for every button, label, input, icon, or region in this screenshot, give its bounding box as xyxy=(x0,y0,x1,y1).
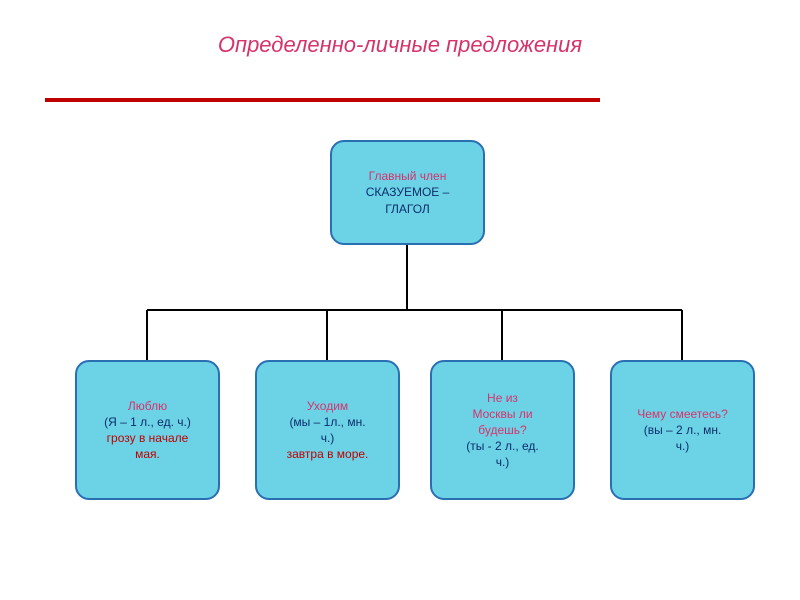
c3-line2a: (ты - 2 л., ед. xyxy=(466,438,539,454)
c4-line2b: ч.) xyxy=(676,438,690,454)
child-node-3: Не из Москвы ли будешь? (ты - 2 л., ед. … xyxy=(430,360,575,500)
child-node-4: Чему смеетесь? (вы – 2 л., мн. ч.) xyxy=(610,360,755,500)
c1-line3a: грозу в начале xyxy=(107,430,189,446)
c3-line1a: Не из xyxy=(487,390,518,406)
connector-lines xyxy=(0,0,800,600)
child-node-2: Уходим (мы – 1л., мн. ч.) завтра в море. xyxy=(255,360,400,500)
root-node: Главный член СКАЗУЕМОЕ – ГЛАГОЛ xyxy=(330,140,485,245)
root-line1: Главный член xyxy=(369,168,447,184)
accent-rule xyxy=(45,98,600,102)
c2-line2a: (мы – 1л., мн. xyxy=(289,414,365,430)
c2-line3: завтра в море. xyxy=(287,446,369,462)
child-node-1: Люблю (Я – 1 л., ед. ч.) грозу в начале … xyxy=(75,360,220,500)
root-line2b: ГЛАГОЛ xyxy=(385,201,430,217)
c3-line1c: будешь? xyxy=(478,422,526,438)
c4-line1: Чему смеетесь? xyxy=(637,406,728,422)
c2-line1: Уходим xyxy=(307,398,348,414)
c4-line2a: (вы – 2 л., мн. xyxy=(644,422,722,438)
c1-line2: (Я – 1 л., ед. ч.) xyxy=(104,414,191,430)
c3-line2b: ч.) xyxy=(496,454,510,470)
c3-line1b: Москвы ли xyxy=(472,406,532,422)
root-line2a: СКАЗУЕМОЕ – xyxy=(366,184,450,200)
c1-line1: Люблю xyxy=(128,398,167,414)
c2-line2b: ч.) xyxy=(321,430,335,446)
c1-line3b: мая. xyxy=(135,446,160,462)
page-title: Определенно-личные предложения xyxy=(0,0,800,58)
